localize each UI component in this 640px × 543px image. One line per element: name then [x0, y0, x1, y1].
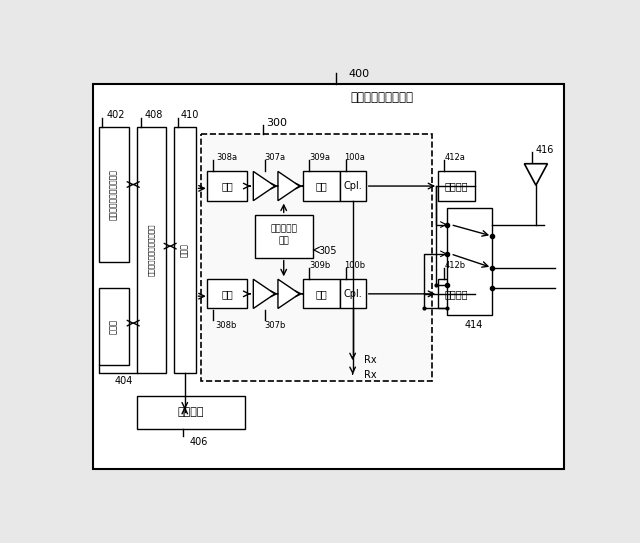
Text: Cpl.: Cpl.	[343, 181, 362, 191]
Text: 100a: 100a	[344, 153, 365, 162]
Text: 整合: 整合	[221, 289, 233, 299]
Text: 305: 305	[319, 247, 337, 256]
Text: ユーザインターフェース: ユーザインターフェース	[109, 169, 118, 219]
Text: 整合: 整合	[315, 289, 327, 299]
Bar	[340, 279, 365, 308]
Polygon shape	[278, 172, 300, 201]
Text: 309b: 309b	[309, 261, 330, 270]
Text: 308b: 308b	[216, 321, 237, 330]
Polygon shape	[278, 279, 300, 308]
Bar	[137, 396, 245, 428]
Text: フィルタ: フィルタ	[445, 181, 468, 191]
Bar	[303, 279, 340, 308]
Text: 309a: 309a	[309, 153, 330, 162]
Polygon shape	[524, 164, 547, 185]
Bar	[303, 172, 340, 201]
Bar	[99, 288, 129, 365]
Text: 412a: 412a	[445, 153, 465, 162]
Bar	[438, 279, 475, 308]
Bar	[99, 127, 129, 262]
Text: バイアス／: バイアス／	[270, 225, 297, 233]
Text: 402: 402	[106, 110, 125, 120]
Text: 406: 406	[189, 438, 208, 447]
Text: 送信機: 送信機	[180, 243, 189, 257]
Text: 308a: 308a	[216, 153, 237, 162]
Text: 307b: 307b	[264, 321, 285, 330]
Text: 100b: 100b	[344, 261, 365, 270]
Text: 電力管理: 電力管理	[178, 407, 204, 418]
Text: 410: 410	[180, 110, 198, 120]
Bar	[447, 207, 492, 315]
Text: 404: 404	[115, 376, 133, 386]
Text: 制御: 制御	[278, 236, 289, 245]
Bar	[255, 216, 312, 258]
Text: メモリ: メモリ	[109, 319, 118, 334]
Bar	[207, 279, 247, 308]
Text: 414: 414	[465, 320, 483, 330]
Text: 412b: 412b	[445, 261, 466, 270]
Text: 整合: 整合	[221, 181, 233, 191]
Bar	[174, 127, 196, 373]
Text: フィルタ: フィルタ	[445, 289, 468, 299]
Polygon shape	[253, 279, 275, 308]
Text: 307a: 307a	[264, 153, 285, 162]
Text: Cpl.: Cpl.	[343, 289, 362, 299]
Text: Rx: Rx	[364, 370, 377, 381]
Bar	[201, 135, 432, 381]
Text: 300: 300	[266, 118, 287, 128]
Text: 416: 416	[536, 145, 554, 155]
Text: 400: 400	[348, 68, 369, 79]
Text: Rx: Rx	[364, 355, 377, 365]
Bar	[340, 172, 365, 201]
Bar	[137, 127, 166, 373]
Text: ベースバンドサブシステム: ベースバンドサブシステム	[148, 224, 155, 276]
Bar	[207, 172, 247, 201]
Text: 整合: 整合	[315, 181, 327, 191]
Text: ワイヤレスデバイス: ワイヤレスデバイス	[351, 91, 413, 104]
Bar	[438, 172, 475, 201]
Text: 408: 408	[145, 110, 163, 120]
Polygon shape	[253, 172, 275, 201]
